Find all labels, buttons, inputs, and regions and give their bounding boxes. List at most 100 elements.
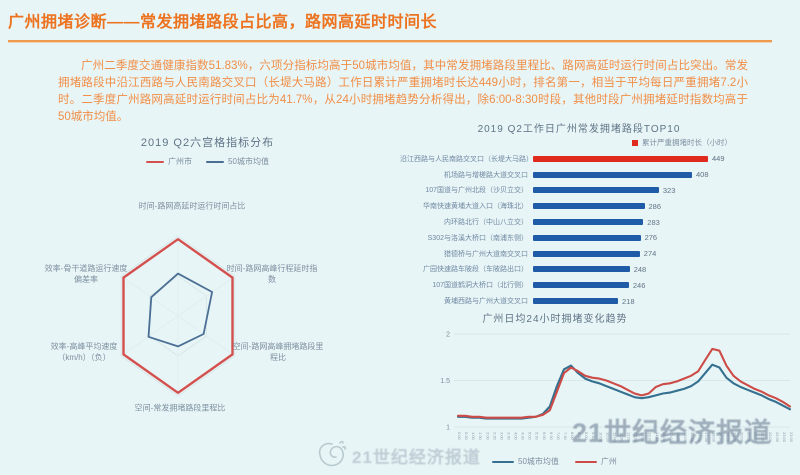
bar [533,250,640,257]
watermark-scribble-logo-icon [318,440,347,467]
bar-value: 218 [622,296,635,306]
x-tick-label: 9:00 [584,432,589,441]
radar-axis-label-time1: 时间-路网高延时运行时间占比 [138,201,246,211]
bar-row: 机场路与增槎路大道交叉口 408 [400,167,798,183]
x-tick-label: 16:00 [683,432,688,443]
legend-item-guangzhou: 广州 [574,456,617,467]
x-tick-label: 7:00 [556,432,561,441]
page-title: 广州拥堵诊断——常发拥堵路段占比高，路网高延时时间长 [8,14,438,31]
bar-value: 246 [632,280,646,290]
bar-label: 沿江西路与人民南路交叉口（长堤大马路） [400,155,533,163]
red-line-marker [574,460,597,463]
radar-grid-spoke [120,275,179,317]
bar-row: 广园快速路车陂段（车陂路出口） 248 [400,262,798,278]
bar [533,155,708,162]
x-tick-label: 18:00 [711,432,716,443]
radar-axis-label-eff1: 效率-高峰平均速度（km/h）（负） [50,341,118,362]
bar-label: S302与洛溪大桥口（南浦东侧） [427,234,528,242]
bar [533,187,659,194]
x-tick-label: 14:30 [662,432,667,443]
radar-chart [120,235,236,397]
x-tick-label: 11:00 [612,432,617,442]
x-tick-label: 10:00 [598,432,603,443]
x-tick-label: 19:00 [725,432,730,443]
red-square-marker [632,139,638,146]
line-chart-panel: 广州日均24小时拥堵变化趋势 1 1.5 2 0:00 0:30 1:00 1:30 2:00… [400,308,800,475]
bar-value: 449 [712,154,725,164]
legend-label: 50城市均值 [518,457,559,466]
bar [533,171,692,178]
x-tick-label: 22:00 [768,432,773,443]
bar-label: 猎德桥与广州大道南交叉口 [444,250,528,258]
x-tick-label: 20:00 [740,432,745,443]
watermark-big-text: 21世纪经济报道 [572,418,773,448]
x-tick-label: 9:30 [591,432,596,441]
radar-chart-panel: 2019 Q2六宫格指标分布 广州市 50城市均值 时间-路网高延时运行时间占比… [40,128,375,473]
radar-grid-spoke [120,315,179,357]
legend-item-50cities: 50城市均值 [206,156,269,167]
bar-row: S302与洛溪大桥口（南浦东侧） 276 [400,230,798,246]
x-tick-label: 6:30 [549,432,554,441]
x-tick-label: 23:00 [782,432,787,443]
title-underline [8,40,772,42]
legend-item-guangzhou: 广州市 [146,156,192,167]
bar-label: 107国道鹤洞大桥口（北行侧） [432,282,528,290]
x-tick-label: 3:30 [506,432,511,441]
bar [533,219,644,226]
bar-label: 机场路与增槎路大道交叉口 [444,171,528,179]
x-tick-label: 10:30 [605,432,610,443]
x-tick-label: 16:30 [690,432,695,443]
y-tick-label: 1.5 [440,378,450,385]
x-tick-label: 17:00 [697,432,702,443]
bar [533,298,618,305]
bar-value: 323 [662,185,676,195]
x-tick-label: 17:30 [704,432,709,443]
bar-chart-panel: 2019 Q2工作日广州常发拥堵路段TOP10 累计严重拥堵时长（小时） 沿江西… [400,116,798,308]
x-tick-label: 7:30 [563,432,568,441]
x-tick-label: 6:00 [542,432,547,441]
x-tick-label: 11:30 [620,432,625,442]
x-tick-label: 2:00 [485,432,490,441]
x-tick-label: 22:30 [775,432,780,443]
radar-legend: 广州市 50城市均值 [40,156,375,167]
x-tick-label: 4:00 [514,432,519,441]
bar-rows: 沿江西路与人民南路交叉口（长堤大马路） 449 机场路与增槎路大道交叉口 408 107… [400,151,798,309]
bar-legend-label: 累计严重拥堵时长（小时） [642,138,732,147]
radar-axis-label-space1: 空间-路网高峰拥堵路段里程比 [232,341,324,362]
radar-grid-spoke [177,315,236,357]
legend-label: 50城市均值 [228,157,269,166]
line-chart: 11.520:00 0:30 1:00 1:30 2:00 2:30 3:00 3:30 4:0… [440,332,794,443]
intro-paragraph: 广州二季度交通健康指数51.83%，六项分指标均高于50城市均值，其中常发拥堵路… [58,60,748,123]
bar-value: 274 [643,249,657,259]
x-tick-label: 4:30 [521,432,526,441]
bar-label: 黄埔西路与广州大道交叉口 [444,298,528,306]
bar-label: 广园快速路车陂段（车陂路出口） [423,266,528,274]
bar [533,203,645,210]
x-tick-label: 14:00 [655,432,660,443]
radar-axis-label-space2: 空间-常发拥堵路段里程比 [134,403,226,413]
radar-series-广州市 [122,237,234,394]
legend-label: 广州 [600,457,617,466]
watermark-small-text: 21世纪经济报道 [352,448,481,467]
bar-row: 沿江西路与人民南路交叉口（长堤大马路） 449 [400,151,798,167]
x-tick-label: 5:00 [528,432,533,441]
x-tick-label: 1:00 [471,432,476,441]
red-line-marker [146,160,165,163]
line-series-广州 [456,347,792,419]
x-tick-label: 1:30 [478,432,483,441]
x-tick-label: 18:30 [718,432,723,443]
bar [533,266,630,273]
x-tick-label: 15:30 [676,432,681,443]
x-tick-label: 3:00 [499,432,504,441]
x-tick-label: 0:00 [457,432,462,441]
x-tick-label: 5:30 [535,432,540,441]
y-tick-label: 1 [446,425,450,432]
radar-chart-title: 2019 Q2六宫格指标分布 [140,137,275,149]
x-tick-label: 12:00 [627,432,632,443]
x-tick-label: 15:00 [669,432,674,443]
legend-label: 广州市 [168,157,193,166]
bar-label: 107国道与广州北段（沙贝立交） [425,187,528,195]
blue-line-marker [492,460,514,463]
y-tick-label: 2 [446,332,450,339]
bar-value: 286 [648,201,662,211]
